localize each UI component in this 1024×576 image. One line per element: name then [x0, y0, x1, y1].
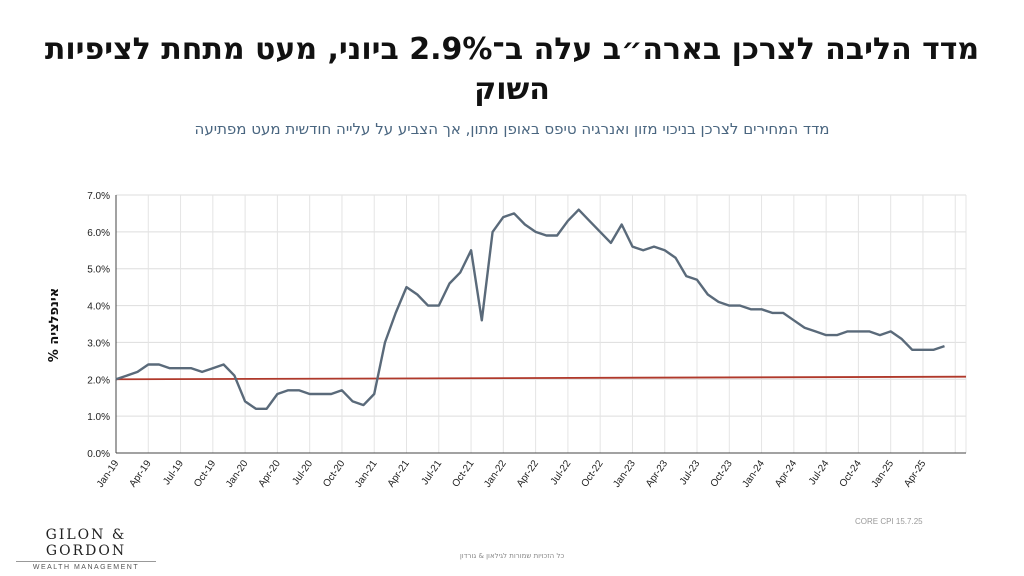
y-tick-label: 4.0% — [87, 302, 110, 313]
page-subtitle: מדד המחירים לצרכן בניכוי מזון ואנרגיה טי… — [194, 120, 830, 138]
x-tick-label: Jul-21 — [420, 458, 445, 487]
x-tick-label: Jul-19 — [161, 458, 186, 487]
x-tick-label: Apr-24 — [773, 458, 799, 489]
footer-copyright: כל הזכויות שמורות לגילאון & גורדון — [459, 552, 565, 560]
y-axis-ticks: 0.0% 1.0% 2.0% 3.0% 4.0% 5.0% 6.0% 7.0% — [87, 191, 110, 460]
x-tick-label: Oct-22 — [579, 458, 605, 489]
company-logo: GILON & GORDON WEALTH MANAGEMENT — [16, 527, 156, 571]
x-tick-label: Jan-21 — [353, 458, 380, 490]
x-tick-label: Jul-23 — [678, 458, 703, 487]
x-tick-label: Apr-22 — [515, 458, 541, 489]
x-tick-label: Oct-19 — [192, 458, 218, 489]
x-tick-label: Jan-19 — [95, 458, 122, 490]
y-axis-label: % אינפלציה — [47, 288, 62, 362]
y-tick-label: 7.0% — [87, 191, 110, 202]
x-tick-label: Oct-20 — [321, 458, 347, 489]
y-tick-label: 2.0% — [87, 375, 110, 386]
logo-text: GILON & GORDON — [16, 527, 156, 562]
y-tick-label: 1.0% — [87, 412, 110, 423]
x-tick-label: Jan-24 — [740, 458, 767, 490]
y-tick-label: 5.0% — [87, 265, 110, 276]
x-tick-label: Oct-21 — [450, 458, 476, 489]
chart-grid — [115, 194, 967, 454]
x-tick-label: Apr-19 — [128, 458, 154, 489]
x-tick-label: Jul-24 — [807, 458, 832, 487]
y-tick-label: 3.0% — [87, 338, 110, 349]
x-tick-label: Oct-24 — [838, 458, 864, 489]
x-tick-label: Jan-20 — [224, 458, 251, 490]
series-line-reference — [115, 375, 967, 381]
x-axis-ticks: Jan-19 Apr-19 Jul-19 Oct-19 Jan-20 Apr-20 Jul-… — [95, 458, 929, 490]
series-line-core-cpi — [115, 208, 945, 410]
chart-series — [115, 208, 967, 410]
x-tick-label: Jul-22 — [549, 458, 574, 487]
x-tick-label: Apr-20 — [257, 458, 283, 489]
x-tick-label: Jan-25 — [870, 458, 897, 490]
x-tick-label: Oct-23 — [709, 458, 735, 489]
x-tick-label: Jul-20 — [290, 458, 315, 487]
x-tick-label: Apr-21 — [386, 458, 412, 489]
source-note: CORE CPI 15.7.25 — [855, 517, 923, 526]
y-tick-label: 6.0% — [87, 228, 110, 239]
page-title: מדד הליבה לצרכן בארה״ב עלה ב־2.9% ביוני,… — [44, 32, 980, 107]
x-tick-label: Apr-25 — [902, 458, 928, 489]
x-tick-label: Apr-23 — [644, 458, 670, 489]
logo-subtitle: WEALTH MANAGEMENT — [32, 564, 140, 571]
x-tick-label: Jan-22 — [482, 458, 509, 490]
y-tick-label: 0.0% — [87, 449, 110, 460]
x-tick-label: Jan-23 — [611, 458, 638, 490]
